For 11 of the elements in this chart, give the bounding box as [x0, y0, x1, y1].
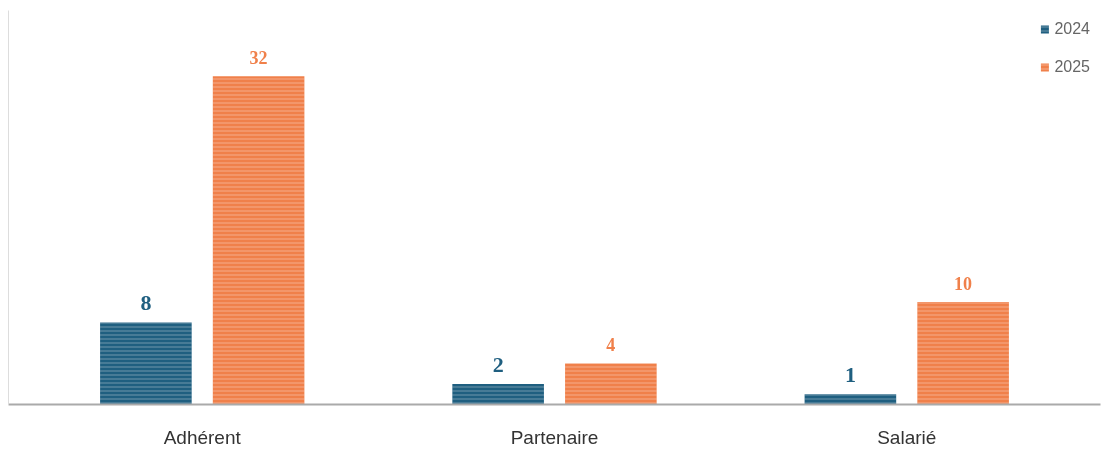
data-label: 2 [492, 351, 504, 377]
x-tick-label: Salarié [877, 426, 937, 448]
x-tick-label: Adhérent [163, 426, 242, 448]
data-label: 4 [606, 335, 616, 356]
data-label: 32 [249, 48, 268, 69]
data-label: 10 [954, 273, 973, 294]
data-label: 8 [140, 290, 152, 316]
legend-label: 2024 [1054, 20, 1090, 38]
x-tick-label: Partenaire [510, 426, 599, 448]
data-label: 1 [844, 362, 856, 388]
legend-label: 2025 [1054, 58, 1090, 76]
